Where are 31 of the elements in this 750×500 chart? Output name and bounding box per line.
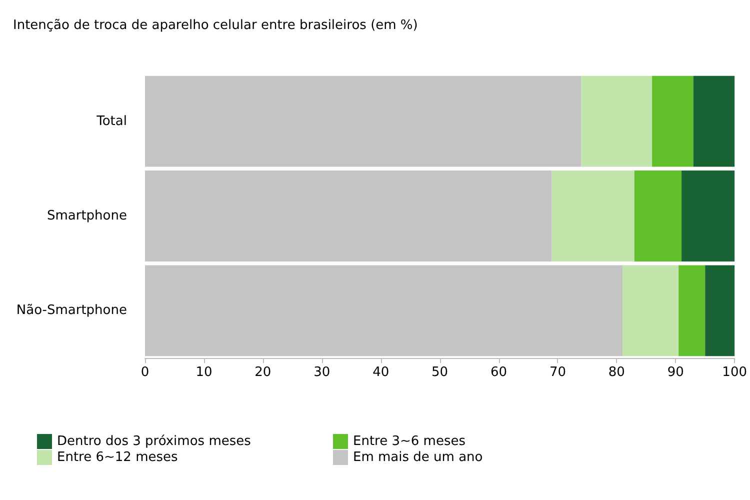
chart-title: Intenção de troca de aparelho celular entre brasileiros (em %) [13,18,418,33]
y-tick-label: Total [96,114,127,129]
bar [581,76,652,167]
bar [145,76,582,167]
x-tick-label: 60 [490,365,508,380]
bar [552,170,634,262]
bar [634,170,682,262]
x-tick-label: 70 [549,365,566,380]
bar [145,265,623,356]
x-tick-label: 10 [196,365,212,380]
legend-label: Entre 6~12 meses [57,450,178,465]
bar [705,265,735,356]
legend-label: Entre 3~6 meses [353,434,466,449]
x-tick-label: 20 [254,365,272,380]
x-tick-label: 100 [722,365,748,380]
y-tick-label: Não-Smartphone [16,303,127,318]
x-tick-label: 90 [667,365,684,380]
legend-label: Em mais de um ano [353,450,483,465]
bar [652,76,694,167]
bar [693,76,735,167]
legend-label: Dentro dos 3 próximos meses [57,434,252,449]
x-tick-label: 30 [314,365,330,380]
x-tick-label: 40 [372,365,390,380]
x-tick-label: 50 [432,365,448,380]
bar [622,265,679,356]
y-tick-label: Smartphone [46,208,127,224]
x-tick-label: 80 [608,365,625,380]
bar [682,170,735,262]
bar [678,265,706,356]
x-tick-label: 0 [140,365,150,380]
bar [145,170,552,262]
